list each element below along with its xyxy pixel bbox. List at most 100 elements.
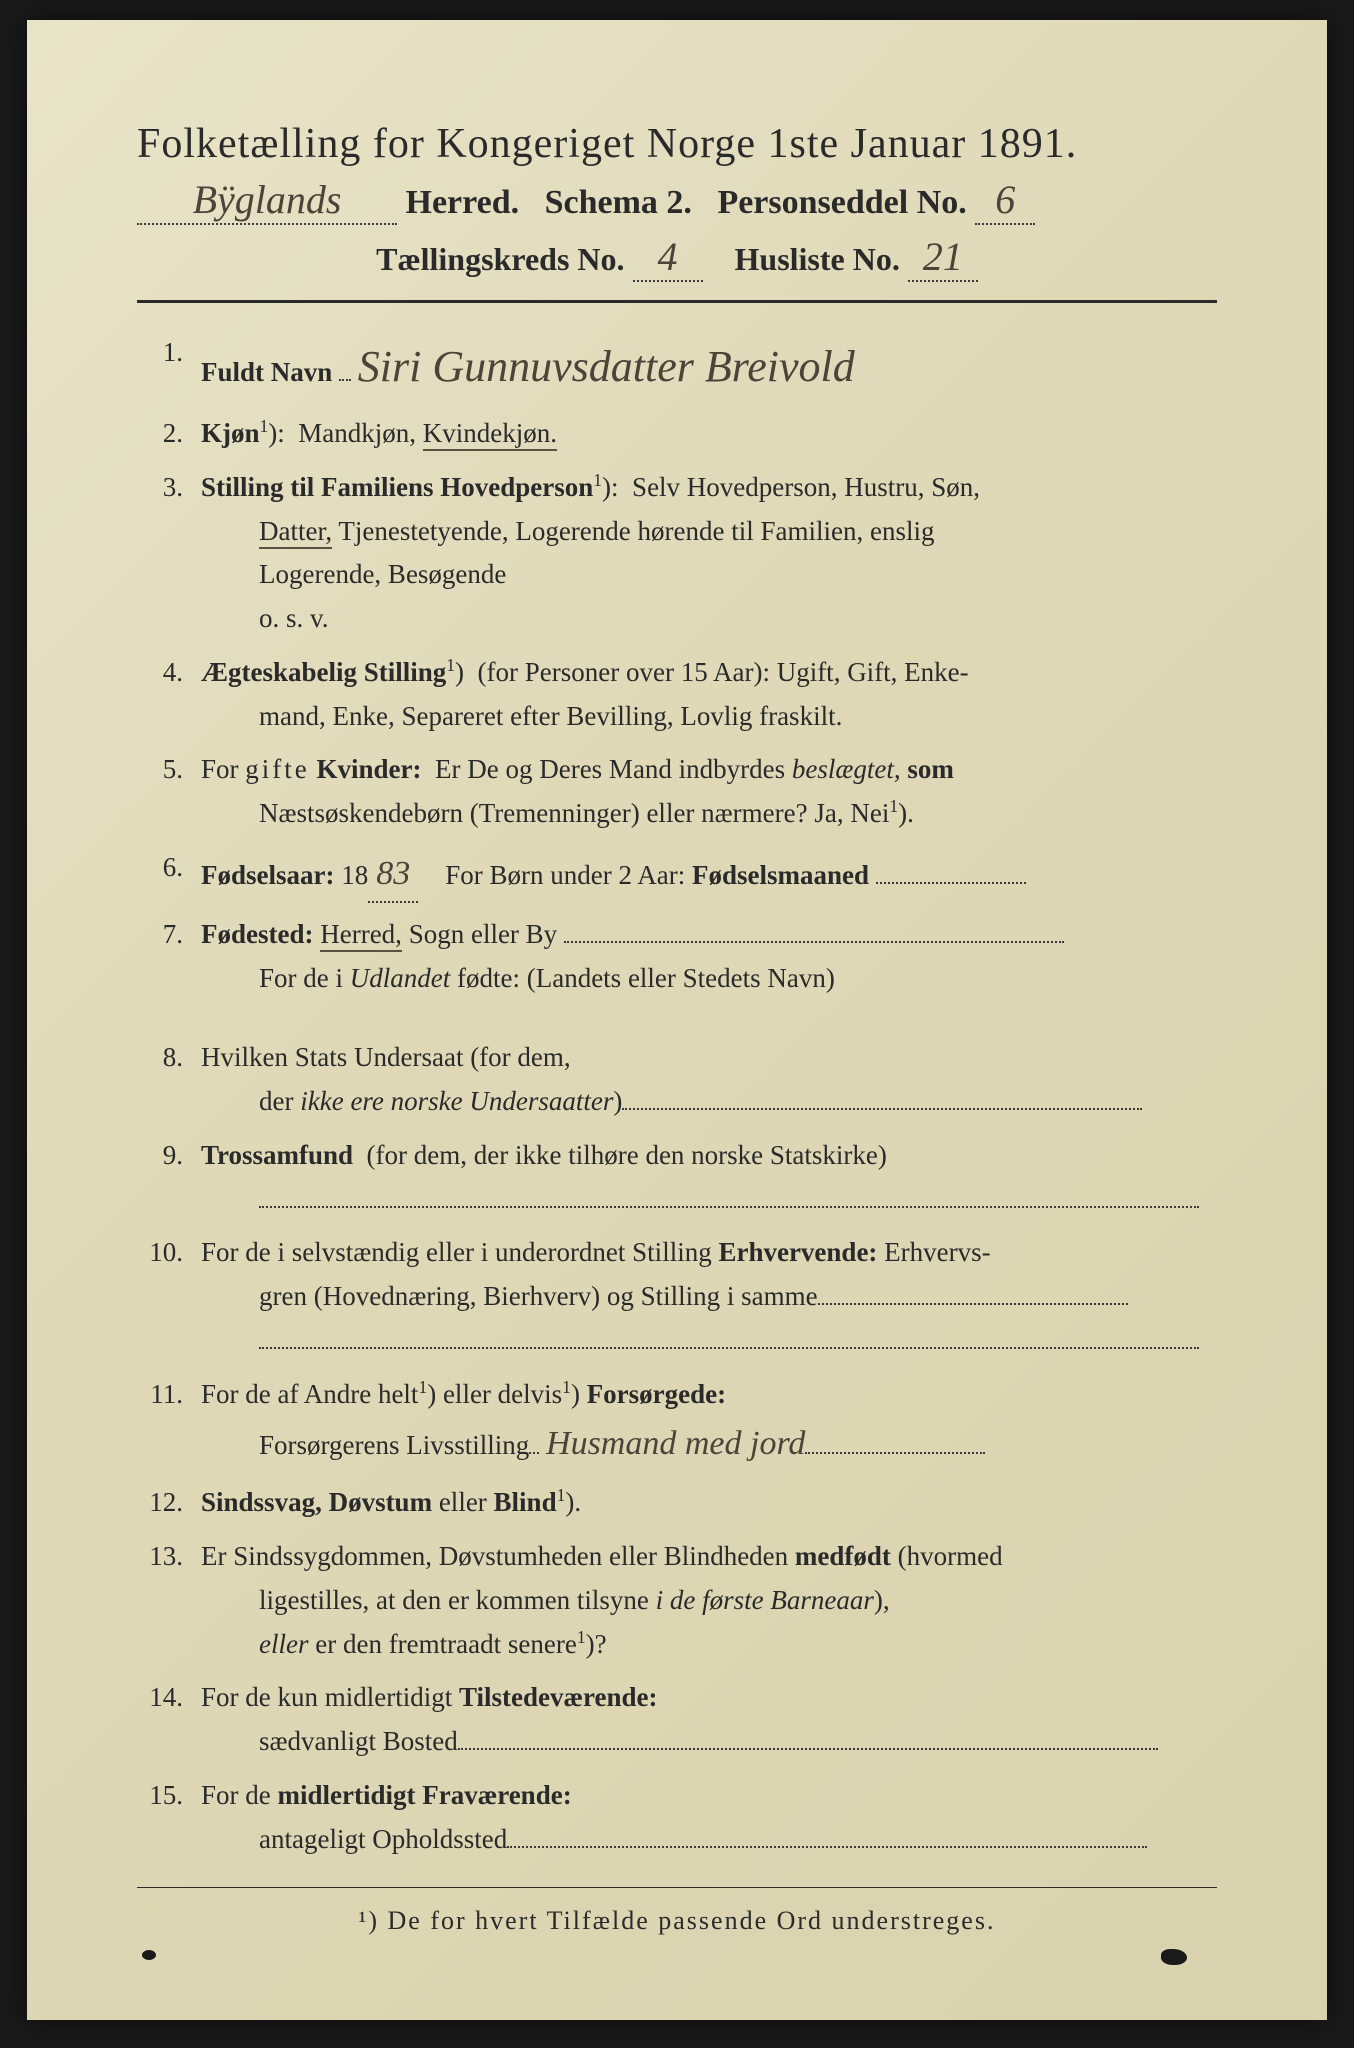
- q5-besl: beslægtet,: [792, 754, 901, 784]
- q7-field: [564, 941, 1064, 943]
- q10-num: 10.: [137, 1231, 201, 1362]
- q13-line2a: ligestilles, at den er kommen tilsyne: [259, 1585, 649, 1615]
- q1-name-handwritten: Siri Gunnuvsdatter Breivold: [358, 331, 855, 402]
- q13-num: 13.: [137, 1535, 201, 1666]
- q14: 14. For de kun midlertidigt Tilstedevære…: [137, 1676, 1217, 1763]
- q3-line3: Logerende, Besøgende: [201, 553, 1217, 597]
- q5-label: Kvinder:: [317, 754, 422, 784]
- q3: 3. Stilling til Familiens Hovedperson1):…: [137, 466, 1217, 641]
- q13-line3b: er den fremtraadt senere: [315, 1629, 577, 1659]
- q15-num: 15.: [137, 1774, 201, 1861]
- q7-udlandet: Udlandet: [350, 963, 451, 993]
- q5-som: som: [907, 754, 954, 784]
- q6-month-field: [876, 882, 1026, 884]
- q1: 1. Fuldt Navn Siri Gunnuvsdatter Breivol…: [137, 331, 1217, 402]
- form-title: Folketælling for Kongeriget Norge 1ste J…: [137, 120, 1217, 168]
- q14-field: [458, 1748, 1158, 1750]
- q5-line1: Er De og Deres Mand indbyrdes: [435, 754, 785, 784]
- q9-field: [259, 1206, 1199, 1208]
- q10-line2: gren (Hovednæring, Bierhverv) og Stillin…: [259, 1281, 818, 1311]
- kreds-no-handwritten: 4: [633, 233, 703, 282]
- q6-label: Fødselsaar:: [201, 860, 334, 890]
- q12-num: 12.: [137, 1481, 201, 1525]
- q13-medf: medfødt: [795, 1541, 891, 1571]
- q15: 15. For de midlertidigt Fraværende: anta…: [137, 1774, 1217, 1861]
- q13-ital: i de første Barneaar: [656, 1585, 874, 1615]
- q3-line1: Selv Hovedperson, Hustru, Søn,: [632, 472, 980, 502]
- q8-line1: Hvilken Stats Undersaat (for dem,: [201, 1042, 571, 1072]
- header-line-2: Bÿglands Herred. Schema 2. Personseddel …: [137, 176, 1217, 225]
- q1-num: 1.: [137, 331, 201, 402]
- q10-field1: [818, 1303, 1128, 1305]
- q6-line1b: For Børn under 2 Aar:: [445, 860, 685, 890]
- q5-num: 5.: [137, 748, 201, 835]
- q7-label: Fødested:: [201, 919, 313, 949]
- q14-line1: For de kun midlertidigt: [201, 1682, 452, 1712]
- husliste-label: Husliste No.: [735, 241, 900, 277]
- q7: 7. Fødested: Herred, Sogn eller By For d…: [137, 913, 1217, 1000]
- husliste-no-handwritten: 21: [908, 233, 978, 282]
- header-line-3: Tællingskreds No. 4 Husliste No. 21: [137, 233, 1217, 282]
- q2-opt-male: Mandkjøn,: [298, 418, 416, 448]
- q5-gifte: gifte: [245, 754, 309, 784]
- q8-num: 8.: [137, 1036, 201, 1123]
- q2: 2. Kjøn1): Mandkjøn, Kvindekjøn.: [137, 412, 1217, 456]
- q13-line1b: (hvormed: [898, 1541, 1003, 1571]
- personseddel-no-handwritten: 6: [975, 176, 1035, 225]
- q11-line2: Forsørgerens Livsstilling: [259, 1430, 529, 1460]
- q6-year-handwritten: 83: [368, 846, 418, 903]
- q9-num: 9.: [137, 1134, 201, 1221]
- q5-line2: Næstsøskendebørn (Tremenninger) eller næ…: [259, 798, 889, 828]
- q4-line2: mand, Enke, Separeret efter Bevilling, L…: [201, 695, 1217, 739]
- q9: 9. Trossamfund (for dem, der ikke tilhør…: [137, 1134, 1217, 1221]
- q2-num: 2.: [137, 412, 201, 456]
- q3-label: Stilling til Familiens Hovedperson: [201, 472, 593, 502]
- q10-label: Erhvervende:: [718, 1237, 877, 1267]
- footnote: ¹) De for hvert Tilfælde passende Ord un…: [137, 1906, 1217, 1936]
- q4-num: 4.: [137, 651, 201, 738]
- q7-herred-underlined: Herred,: [320, 919, 402, 952]
- q3-num: 3.: [137, 466, 201, 641]
- ink-speck: [142, 1950, 156, 1960]
- q10-line1a: For de i selvstændig eller i underordnet…: [201, 1237, 712, 1267]
- q11: 11. For de af Andre helt1) eller delvis1…: [137, 1373, 1217, 1472]
- q13-line2b: ),: [874, 1585, 890, 1615]
- q15-field: [507, 1846, 1147, 1848]
- q7-opt2: Sogn eller By: [409, 919, 558, 949]
- q12-label: Sindssvag, Døvstum: [201, 1487, 432, 1517]
- q3-datter-underlined: Datter,: [259, 516, 332, 549]
- q7-num: 7.: [137, 913, 201, 1000]
- herred-label: Herred.: [406, 184, 520, 221]
- q3-line4: o. s. v.: [201, 597, 1217, 641]
- q6-prefix: 18: [341, 860, 368, 890]
- q9-label: Trossamfund: [201, 1140, 353, 1170]
- q13: 13. Er Sindssygdommen, Døvstumheden elle…: [137, 1535, 1217, 1666]
- q12-blind: Blind: [494, 1487, 557, 1517]
- q11-value-handwritten: Husmand med jord: [546, 1425, 805, 1462]
- q2-label: Kjøn: [201, 418, 260, 448]
- q12: 12. Sindssvag, Døvstum eller Blind1).: [137, 1481, 1217, 1525]
- divider-bottom: [137, 1887, 1217, 1888]
- q10-line1b: Erhvervs-: [884, 1237, 990, 1267]
- kreds-label: Tællingskreds No.: [376, 241, 624, 277]
- q2-opt-female-underlined: Kvindekjøn.: [423, 418, 557, 451]
- q6-label2: Fødselsmaaned: [692, 860, 869, 890]
- q8-field: [622, 1108, 1142, 1110]
- q7-line2b: fødte: (Landets eller Stedets Navn): [457, 963, 835, 993]
- q5: 5. For gifte Kvinder: Er De og Deres Man…: [137, 748, 1217, 835]
- q11-field: [805, 1452, 985, 1454]
- ink-speck: [1161, 1949, 1187, 1965]
- q4-line1: (for Personer over 15 Aar): Ugift, Gift,…: [478, 657, 969, 687]
- q14-num: 14.: [137, 1676, 201, 1763]
- q4: 4. Ægteskabelig Stilling1) (for Personer…: [137, 651, 1217, 738]
- q12-rest: eller: [439, 1487, 487, 1517]
- q1-label: Fuldt Navn: [201, 357, 332, 387]
- q14-label: Tilstedeværende:: [459, 1682, 658, 1712]
- q13-line3a: eller: [259, 1629, 308, 1659]
- q11-line1b: eller delvis: [443, 1379, 562, 1409]
- q13-line1: Er Sindssygdommen, Døvstumheden eller Bl…: [201, 1541, 788, 1571]
- q8-line2a: der: [259, 1086, 293, 1116]
- q14-line2: sædvanligt Bosted: [259, 1726, 458, 1756]
- q7-line2a: For de i: [259, 963, 343, 993]
- q11-line1a: For de af Andre helt: [201, 1379, 418, 1409]
